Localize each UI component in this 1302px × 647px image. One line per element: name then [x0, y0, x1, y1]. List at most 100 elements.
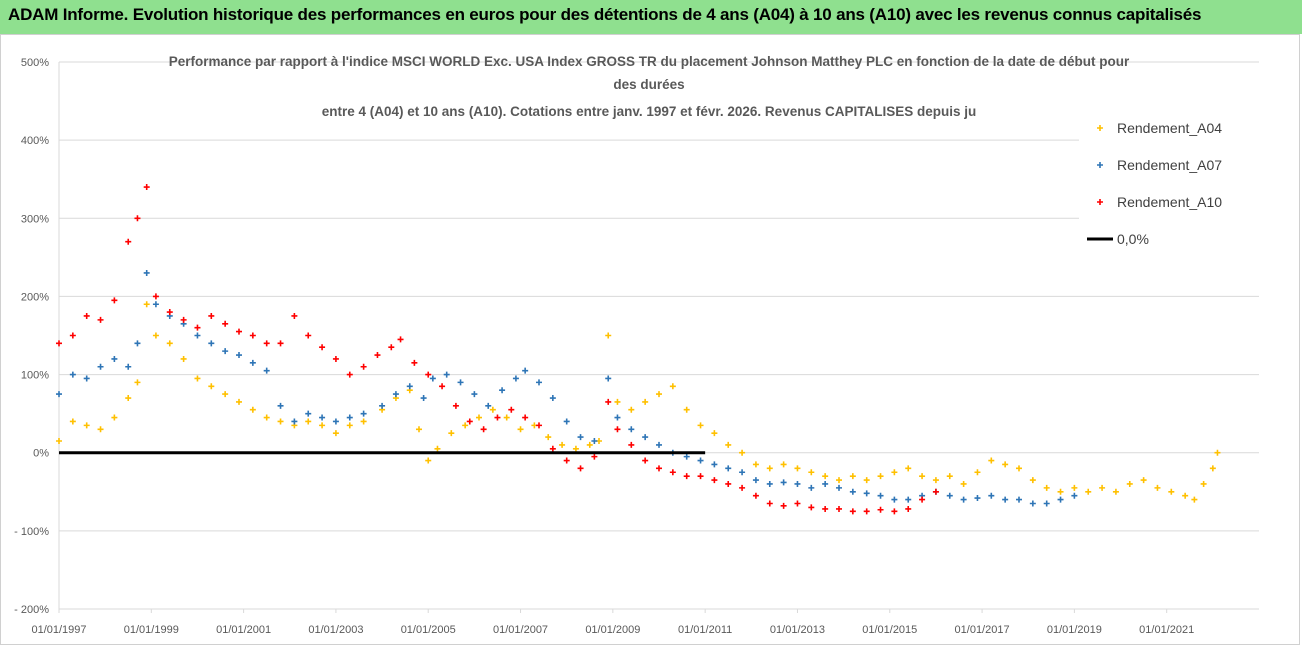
data-point: [222, 320, 229, 327]
data-point: [517, 426, 524, 433]
data-point: [332, 355, 339, 362]
x-tick-label: 01/01/2005: [401, 624, 456, 636]
data-point: [1002, 496, 1009, 503]
data-point: [236, 398, 242, 405]
data-point: [683, 406, 690, 413]
data-point: [152, 301, 159, 308]
data-point: [863, 477, 870, 484]
data-point: [905, 505, 912, 512]
data-point: [194, 332, 201, 339]
data-point: [794, 465, 801, 472]
data-point: [1002, 461, 1009, 468]
data-point: [1200, 480, 1207, 487]
data-point: [766, 465, 773, 472]
data-point: [1140, 477, 1147, 484]
series-Rendement_A10: [56, 184, 939, 515]
data-point: [683, 473, 690, 480]
data-point: [1112, 488, 1119, 495]
data-point: [822, 473, 829, 480]
data-point: [420, 395, 427, 402]
data-point: [669, 469, 676, 476]
data-point: [1057, 496, 1064, 503]
data-point: [134, 379, 141, 386]
y-tick-label: 300%: [21, 213, 49, 225]
data-point: [559, 441, 566, 448]
series-Rendement_A07: [56, 269, 1078, 507]
data-point: [125, 395, 132, 402]
data-point: [572, 445, 579, 452]
data-point: [1029, 500, 1036, 507]
data-point: [697, 473, 704, 480]
data-point: [56, 391, 62, 398]
data-point: [919, 473, 926, 480]
data-point: [111, 355, 118, 362]
data-point: [439, 383, 446, 390]
data-point: [1182, 492, 1189, 499]
data-point: [711, 461, 718, 468]
x-tick-label: 01/01/2009: [585, 624, 640, 636]
legend-entry: 0,0%: [1117, 231, 1149, 247]
data-point: [628, 406, 635, 413]
data-point: [586, 441, 593, 448]
data-point: [319, 414, 326, 421]
chart-legend: Rendement_A04 Rendement_A07 Rendement_A10 0…: [1087, 120, 1222, 247]
data-point: [919, 496, 926, 503]
data-point: [166, 309, 173, 316]
data-point: [863, 508, 870, 515]
data-point: [143, 184, 150, 191]
data-point: [711, 477, 718, 484]
data-point: [263, 414, 270, 421]
data-point: [683, 453, 690, 460]
legend-swatch: [1097, 125, 1103, 131]
x-tick-label: 01/01/2019: [1047, 624, 1102, 636]
data-point: [988, 492, 995, 499]
data-point: [725, 441, 732, 448]
data-point: [489, 406, 496, 413]
data-point: [697, 457, 704, 464]
data-point: [360, 363, 367, 370]
data-point: [614, 414, 621, 421]
data-point: [808, 484, 815, 491]
data-point: [1214, 449, 1221, 456]
data-point: [305, 418, 312, 425]
data-point: [485, 402, 492, 409]
data-point: [83, 422, 90, 429]
data-point: [794, 480, 801, 487]
data-point: [725, 465, 732, 472]
y-tick-label: 500%: [21, 57, 49, 69]
y-axis-tick-labels: 500% 400% 300% 200% 100% 0% - 100% - 200%: [14, 57, 49, 616]
data-point: [249, 359, 256, 366]
data-point: [69, 371, 76, 378]
data-point: [277, 418, 284, 425]
data-point: [577, 434, 584, 441]
data-point: [780, 479, 787, 486]
data-point: [1071, 492, 1078, 499]
x-axis-tick-labels: 01/01/1997 01/01/1999 01/01/2001 01/01/2003…: [31, 624, 1194, 636]
data-point: [134, 340, 141, 347]
data-point: [346, 422, 353, 429]
data-point: [614, 398, 621, 405]
data-point: [452, 402, 459, 409]
data-point: [877, 473, 884, 480]
data-point: [263, 340, 270, 347]
data-point: [111, 297, 118, 304]
data-point: [946, 473, 953, 480]
data-point: [448, 430, 455, 437]
data-point: [346, 414, 353, 421]
data-point: [628, 426, 635, 433]
data-point: [1057, 488, 1064, 495]
chart-title-line: entre 4 (A04) et 10 ans (A10). Cotations…: [322, 104, 976, 119]
data-point: [669, 383, 676, 390]
data-point: [319, 422, 326, 429]
y-tick-label: 400%: [21, 135, 49, 147]
data-point: [1016, 465, 1022, 472]
data-point: [249, 406, 256, 413]
data-point: [374, 352, 381, 359]
data-point: [877, 506, 884, 513]
data-point: [536, 422, 542, 429]
data-point: [512, 375, 519, 382]
x-tick-label: 01/01/2011: [678, 624, 732, 636]
data-point: [697, 422, 704, 429]
data-point: [656, 391, 662, 398]
data-point: [194, 324, 201, 331]
